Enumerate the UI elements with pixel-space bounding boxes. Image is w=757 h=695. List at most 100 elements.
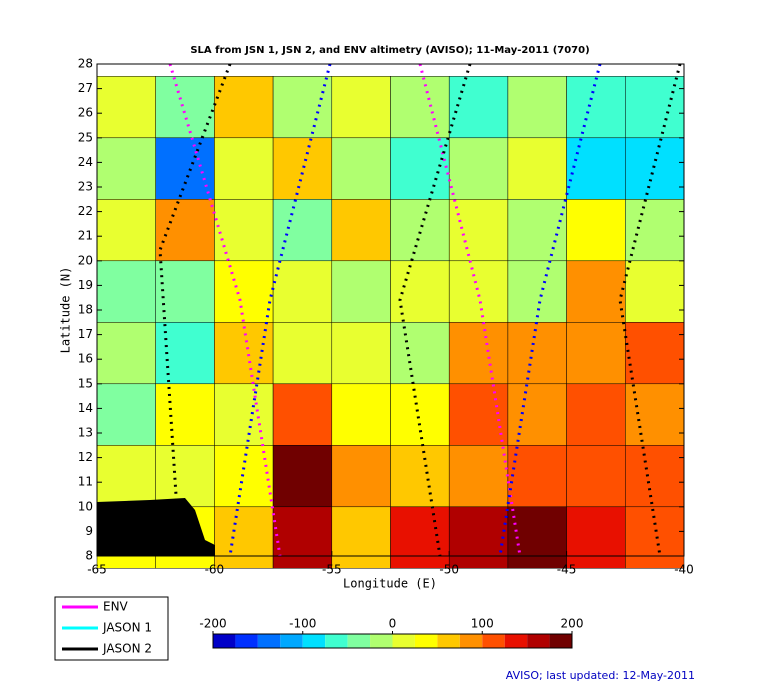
- colorbar-swatch: [213, 634, 236, 648]
- colorbar-tick-label: 100: [471, 617, 494, 631]
- colorbar-swatch: [347, 634, 371, 648]
- jason2-track: [398, 63, 472, 557]
- sla-cell: [331, 260, 391, 323]
- sla-cell: [507, 260, 567, 323]
- sla-cell: [390, 199, 450, 262]
- colorbar-swatch: [482, 634, 505, 648]
- y-tick-label: 28: [78, 57, 93, 71]
- sla-cell: [96, 137, 156, 200]
- sla-cell: [155, 199, 215, 262]
- sla-cell: [390, 260, 450, 323]
- y-tick-label: 16: [78, 352, 93, 366]
- y-tick-label: 11: [78, 475, 93, 489]
- sla-cell: [390, 383, 450, 446]
- sla-cell: [96, 260, 156, 323]
- sla-cell: [507, 322, 567, 385]
- sla-cell: [272, 322, 333, 385]
- y-tick-label: 8: [85, 549, 93, 563]
- y-tick-label: 17: [78, 327, 93, 341]
- sla-cell: [566, 506, 626, 569]
- sla-cell: [625, 383, 685, 446]
- sla-cell: [625, 199, 685, 262]
- colorbar-tick-label: 200: [561, 617, 584, 631]
- sla-cell: [272, 76, 333, 139]
- sla-cell: [331, 76, 391, 139]
- y-tick-label: 25: [78, 130, 93, 144]
- colorbar-tick-label: -200: [199, 617, 226, 631]
- land: [97, 498, 215, 556]
- sla-cell: [214, 322, 274, 385]
- x-tick-label: -40: [674, 563, 694, 577]
- sla-cell: [566, 199, 626, 262]
- y-tick-label: 10: [78, 499, 93, 513]
- sla-cell: [272, 260, 333, 323]
- sla-cell: [625, 260, 685, 323]
- y-tick-label: 18: [78, 303, 93, 317]
- colorbar-swatch: [437, 634, 460, 648]
- sla-cell: [155, 137, 215, 200]
- sla-cell: [507, 383, 567, 446]
- sla-cell: [214, 260, 274, 323]
- colorbar-swatch: [392, 634, 415, 648]
- sla-cell: [96, 383, 156, 446]
- colorbar-swatch: [459, 634, 483, 648]
- colorbar-swatch: [235, 634, 258, 648]
- sla-cell: [214, 137, 274, 200]
- y-tick-label: 13: [78, 426, 93, 440]
- y-tick-label: 21: [78, 229, 93, 243]
- sla-cell: [214, 383, 274, 446]
- sla-cell: [448, 383, 509, 446]
- sla-cell: [566, 322, 626, 385]
- sla-cell: [566, 383, 626, 446]
- sla-cell: [448, 76, 509, 139]
- sla-cell: [331, 383, 391, 446]
- y-tick-label: 23: [78, 180, 93, 194]
- sla-cell: [625, 137, 685, 200]
- sla-cell: [448, 260, 509, 323]
- sla-cell: [331, 322, 391, 385]
- sla-cell: [214, 506, 274, 569]
- sla-cell: [390, 506, 450, 569]
- sla-cell: [155, 383, 215, 446]
- sla-field: [96, 76, 685, 569]
- x-axis-label: Longitude (E): [343, 577, 437, 591]
- y-tick-label: 14: [78, 401, 93, 415]
- y-tick-label: 27: [78, 81, 93, 95]
- colorbar-swatch: [414, 634, 438, 648]
- sla-cell: [96, 199, 156, 262]
- legend-label: JASON 2: [102, 642, 152, 656]
- colorbar-swatch: [370, 634, 393, 648]
- colorbar-swatch: [302, 634, 326, 648]
- sla-cell: [507, 137, 567, 200]
- sla-cell: [566, 260, 626, 323]
- sla-cell: [214, 199, 274, 262]
- footer: AVISO; last updated: 12-May-2011: [506, 669, 695, 682]
- y-tick-label: 19: [78, 278, 93, 292]
- y-tick-label: 12: [78, 450, 93, 464]
- sla-cell: [272, 445, 333, 508]
- sla-cell: [331, 199, 391, 262]
- sla-cell: [566, 137, 626, 200]
- x-tick-label: -45: [557, 563, 577, 577]
- legend-label: JASON 1: [102, 621, 152, 635]
- sla-cell: [448, 137, 509, 200]
- x-tick-label: -60: [205, 563, 225, 577]
- x-tick-label: -65: [87, 563, 107, 577]
- colorbar-swatch: [280, 634, 303, 648]
- y-tick-label: 15: [78, 376, 93, 390]
- x-tick-label: -50: [439, 563, 459, 577]
- sla-cell: [96, 76, 156, 139]
- sla-cell: [272, 383, 333, 446]
- y-tick-label: 20: [78, 253, 93, 267]
- sla-cell: [272, 137, 333, 200]
- sla-cell: [507, 199, 567, 262]
- sla-cell: [390, 445, 450, 508]
- sla-cell: [566, 76, 626, 139]
- legend-label: ENV: [103, 600, 129, 614]
- sla-cell: [448, 199, 509, 262]
- sla-cell: [331, 445, 391, 508]
- sla-cell: [625, 322, 685, 385]
- sla-cell: [448, 445, 509, 508]
- y-tick-label: 24: [78, 155, 93, 169]
